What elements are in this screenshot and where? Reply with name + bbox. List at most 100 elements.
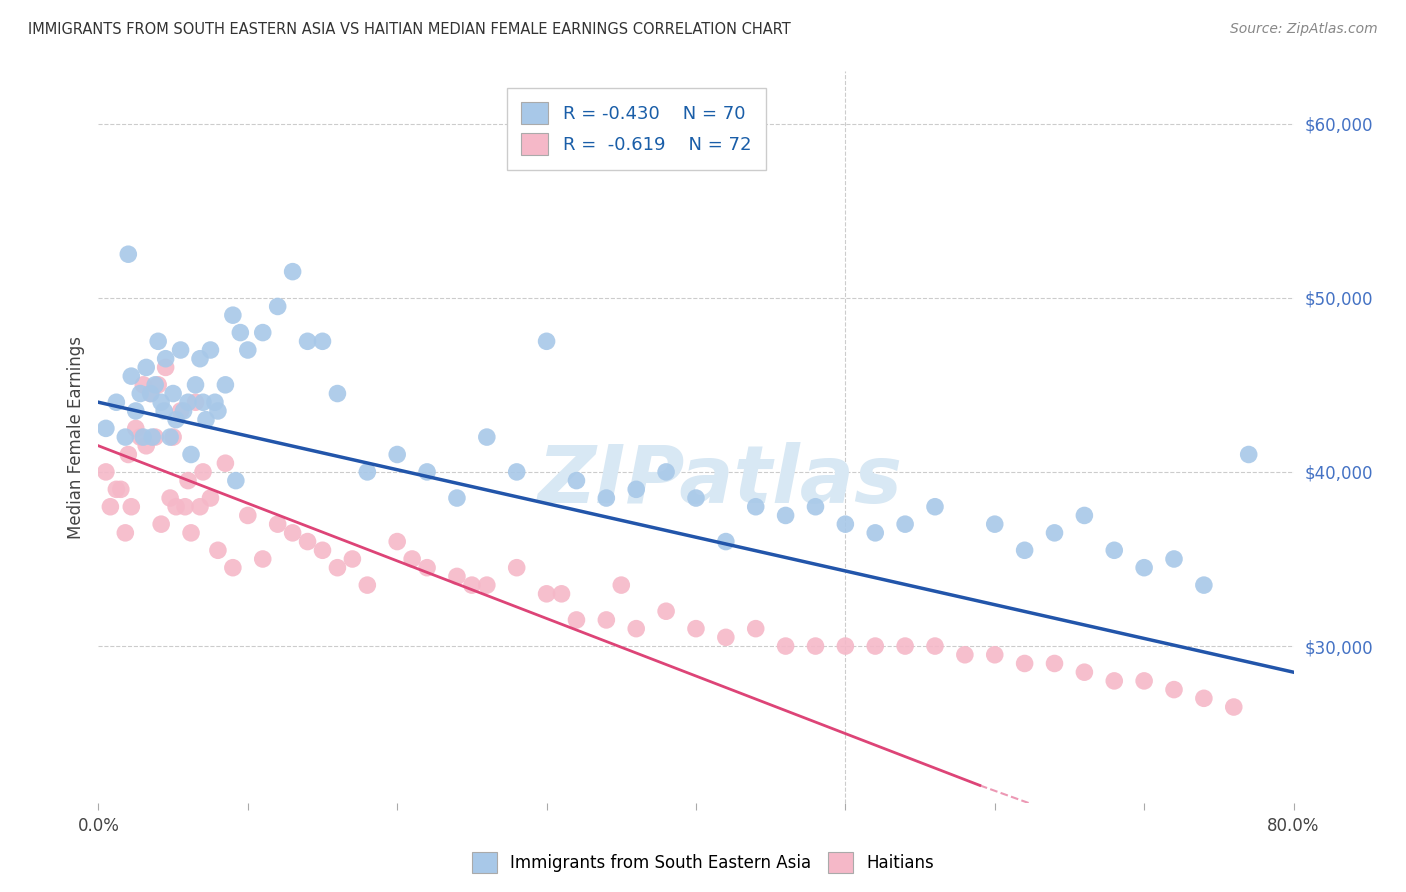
Point: [1043, 657, 1066, 671]
Point: [222, 560, 245, 574]
Point: [132, 430, 155, 444]
Point: [1192, 578, 1215, 592]
Point: [1073, 665, 1095, 680]
Point: [159, 491, 181, 505]
Text: ZIPatlas: ZIPatlas: [537, 442, 903, 520]
Point: [114, 430, 136, 444]
Point: [169, 404, 191, 418]
Point: [1133, 673, 1156, 688]
Point: [775, 508, 797, 523]
Point: [984, 648, 1007, 662]
Point: [191, 395, 214, 409]
Point: [120, 500, 142, 514]
Point: [150, 517, 173, 532]
Point: [326, 386, 349, 401]
Point: [1163, 552, 1185, 566]
Point: [804, 639, 827, 653]
Point: [1133, 560, 1156, 574]
Point: [188, 500, 211, 514]
Point: [159, 430, 181, 444]
Point: [177, 395, 200, 409]
Point: [184, 377, 207, 392]
Point: [200, 343, 222, 357]
Point: [143, 377, 166, 392]
Point: [143, 430, 166, 444]
Point: [865, 639, 887, 653]
Point: [565, 474, 588, 488]
Point: [135, 360, 157, 375]
Point: [685, 622, 707, 636]
Point: [342, 552, 364, 566]
Point: [1014, 543, 1036, 558]
Point: [1104, 543, 1126, 558]
Point: [139, 386, 162, 401]
Point: [148, 334, 170, 349]
Point: [1237, 448, 1260, 462]
Point: [214, 456, 236, 470]
Point: [105, 395, 128, 409]
Point: [924, 639, 946, 653]
Point: [401, 552, 423, 566]
Point: [148, 377, 170, 392]
Point: [326, 560, 349, 574]
Point: [120, 369, 142, 384]
Point: [225, 474, 247, 488]
Point: [714, 534, 737, 549]
Point: [297, 334, 319, 349]
Point: [180, 448, 202, 462]
Point: [356, 578, 378, 592]
Point: [129, 430, 152, 444]
Point: [1223, 700, 1246, 714]
Point: [356, 465, 378, 479]
Point: [165, 500, 187, 514]
Point: [222, 308, 245, 322]
Point: [894, 639, 917, 653]
Point: [188, 351, 211, 366]
Point: [894, 517, 917, 532]
Point: [536, 334, 558, 349]
Point: [98, 500, 122, 514]
Point: [117, 247, 139, 261]
Point: [626, 622, 648, 636]
Point: [610, 578, 633, 592]
Point: [125, 404, 148, 418]
Point: [475, 430, 498, 444]
Point: [385, 448, 409, 462]
Point: [1043, 525, 1066, 540]
Point: [236, 343, 259, 357]
Y-axis label: Median Female Earnings: Median Female Earnings: [66, 335, 84, 539]
Point: [804, 500, 827, 514]
Point: [117, 448, 139, 462]
Point: [141, 430, 163, 444]
Point: [153, 404, 176, 418]
Point: [162, 386, 184, 401]
Point: [204, 395, 226, 409]
Text: Source: ZipAtlas.com: Source: ZipAtlas.com: [1230, 22, 1378, 37]
Point: [655, 604, 678, 618]
Point: [173, 404, 195, 418]
Point: [595, 491, 617, 505]
Point: [169, 343, 191, 357]
Point: [834, 639, 856, 653]
Point: [132, 377, 155, 392]
Point: [267, 300, 290, 314]
Point: [165, 412, 187, 426]
Point: [105, 483, 128, 497]
Point: [745, 622, 768, 636]
Point: [281, 265, 304, 279]
Point: [446, 491, 468, 505]
Point: [311, 334, 333, 349]
Point: [174, 500, 197, 514]
Point: [252, 326, 274, 340]
Point: [195, 412, 218, 426]
Point: [1163, 682, 1185, 697]
Point: [550, 587, 572, 601]
Point: [745, 500, 768, 514]
Point: [150, 395, 173, 409]
Point: [685, 491, 707, 505]
Point: [129, 386, 152, 401]
Point: [94, 465, 117, 479]
Point: [155, 351, 177, 366]
Point: [565, 613, 588, 627]
Point: [1104, 673, 1126, 688]
